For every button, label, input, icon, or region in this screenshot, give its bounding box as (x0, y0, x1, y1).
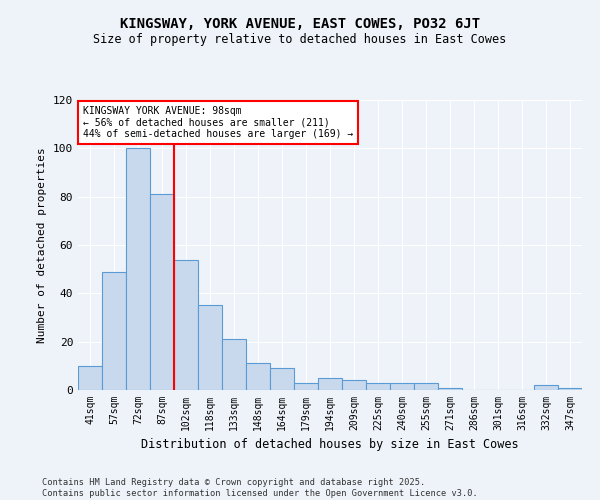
Bar (390, 383, 414, 390)
Text: KINGSWAY, YORK AVENUE, EAST COWES, PO32 6JT: KINGSWAY, YORK AVENUE, EAST COWES, PO32 … (120, 18, 480, 32)
Text: Size of property relative to detached houses in East Cowes: Size of property relative to detached ho… (94, 32, 506, 46)
Bar (342, 380, 366, 390)
X-axis label: Distribution of detached houses by size in East Cowes: Distribution of detached houses by size … (141, 438, 519, 452)
Bar (222, 339, 246, 390)
Bar (174, 260, 198, 390)
Bar (246, 364, 270, 390)
Bar (102, 272, 126, 390)
Bar (198, 306, 222, 390)
Bar (558, 388, 582, 390)
Text: KINGSWAY YORK AVENUE: 98sqm
← 56% of detached houses are smaller (211)
44% of se: KINGSWAY YORK AVENUE: 98sqm ← 56% of det… (83, 106, 353, 139)
Bar (438, 388, 462, 390)
Bar (150, 194, 174, 390)
Y-axis label: Number of detached properties: Number of detached properties (37, 147, 47, 343)
Bar (318, 378, 342, 390)
Bar (534, 385, 558, 390)
Text: Contains HM Land Registry data © Crown copyright and database right 2025.
Contai: Contains HM Land Registry data © Crown c… (42, 478, 478, 498)
Bar (78, 366, 102, 390)
Bar (414, 383, 438, 390)
Bar (126, 148, 150, 390)
Bar (294, 383, 318, 390)
Bar (366, 383, 390, 390)
Bar (270, 368, 294, 390)
